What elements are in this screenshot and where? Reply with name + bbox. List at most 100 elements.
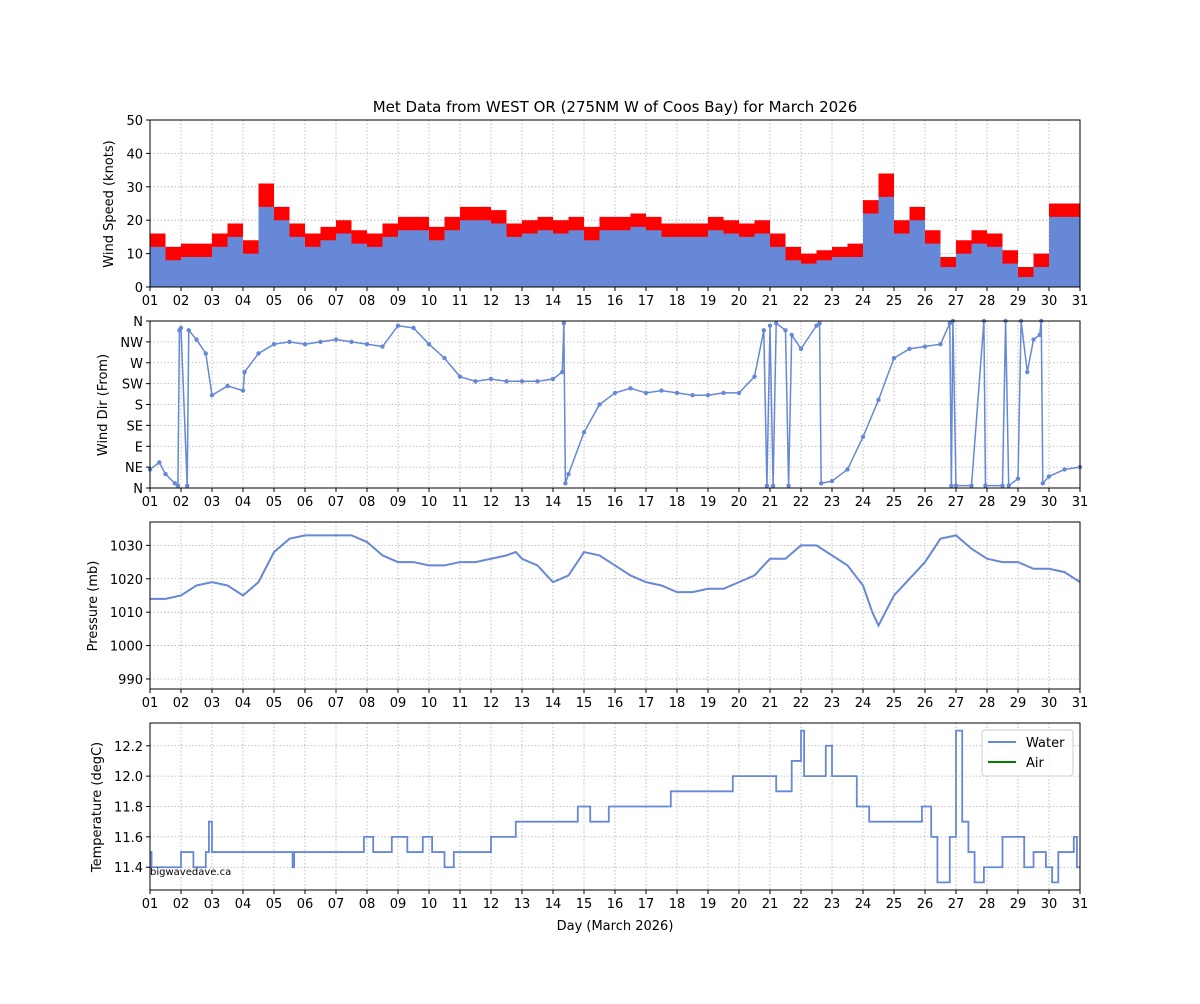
wind-dir-point: [209, 393, 215, 398]
wind-dir-point: [225, 383, 230, 389]
x-tick-label: 22: [793, 696, 810, 711]
x-tick-label: 18: [669, 495, 686, 510]
wind-dir-point: [983, 483, 988, 488]
y-tick-label: 1030: [110, 539, 143, 554]
x-tick-label: 20: [731, 696, 748, 711]
x-tick-label: 09: [390, 696, 407, 711]
x-tick-label: 25: [886, 495, 903, 510]
x-tick-label: 27: [948, 294, 965, 309]
x-tick-label: 26: [917, 897, 934, 912]
x-tick-label: 26: [917, 495, 934, 510]
wind-dir-point: [761, 328, 766, 333]
wind-dir-point: [203, 351, 208, 356]
x-tick-label: 22: [793, 897, 810, 912]
x-tick-label: 13: [514, 495, 531, 510]
wind-dir-point: [860, 434, 866, 440]
x-tick-label: 07: [328, 294, 345, 309]
y-tick-label: 1000: [110, 640, 143, 655]
x-tick-label: 21: [762, 294, 779, 309]
y-tick-label: 11.8: [114, 801, 143, 816]
wind-dir-point: [814, 323, 819, 328]
y-tick-label: 11.4: [114, 861, 143, 876]
x-tick-label: 16: [607, 897, 624, 912]
wind-dir-point: [876, 397, 881, 403]
x-tick-label: 13: [514, 696, 531, 711]
y-tick-label: 12.0: [114, 770, 143, 785]
legend-water-label: Water: [1026, 736, 1065, 751]
x-tick-label: 14: [545, 495, 562, 510]
watermark: bigwavedave.ca: [150, 867, 231, 878]
water-temp-line: [150, 729, 1080, 884]
wind-dir-point: [457, 374, 463, 379]
x-tick-label: 20: [731, 294, 748, 309]
y-tick-label: 40: [126, 147, 143, 162]
y-tick-label: 990: [118, 673, 143, 688]
wind-dir-point: [817, 321, 822, 326]
x-tick-label: 02: [173, 495, 190, 510]
wind-dir-point: [721, 390, 726, 396]
chart-title: Met Data from WEST OR (275NM W of Coos B…: [373, 98, 858, 116]
wind-dir-point: [969, 483, 974, 488]
x-tick-label: 11: [452, 294, 469, 309]
y-tick-label: 11.6: [114, 831, 143, 846]
wind-dir-point: [798, 346, 804, 352]
x-tick-label: 31: [1072, 897, 1089, 912]
x-tick-label: 12: [483, 897, 500, 912]
x-tick-label: 26: [917, 294, 934, 309]
wind-dir-point: [1006, 483, 1011, 488]
x-tick-label: 21: [762, 495, 779, 510]
x-tick-label: 11: [452, 696, 469, 711]
pressure-panel: 01 02 03 04 05 06 07 08 09 10 11 12 13 14 15 16 17 18 19 20…: [110, 521, 1088, 711]
x-tick-label: 09: [390, 897, 407, 912]
x-tick-label: 29: [1010, 495, 1027, 510]
y-tick-label: NW: [120, 336, 143, 351]
wind-dir-point: [736, 390, 742, 396]
wind-dir-point: [612, 390, 618, 396]
wind-dir-point: [674, 390, 680, 396]
wind-dir-point: [1000, 483, 1005, 488]
wind-dir-point: [395, 323, 401, 328]
x-tick-label: 04: [235, 294, 252, 309]
x-tick-label: 28: [979, 897, 996, 912]
wind-dir-point: [488, 376, 494, 382]
x-tick-label: 15: [576, 897, 593, 912]
x-tick-label: 14: [545, 897, 562, 912]
x-tick-label: 15: [576, 495, 593, 510]
x-tick-label: 11: [452, 495, 469, 510]
x-tick-label: 14: [545, 294, 562, 309]
y-tick-label: E: [135, 440, 143, 455]
x-tick-label: 02: [173, 897, 190, 912]
x-tick-label: 03: [204, 294, 221, 309]
x-tick-label: 05: [266, 897, 283, 912]
y-tick-label: 30: [126, 181, 143, 196]
wind-dir-point: [947, 321, 952, 326]
wind-dir-point: [185, 483, 190, 488]
x-tick-label: 23: [824, 495, 841, 510]
x-tick-label: 18: [669, 897, 686, 912]
x-tick-label: 21: [762, 897, 779, 912]
x-tick-label: 07: [328, 897, 345, 912]
x-tick-label: 24: [855, 696, 872, 711]
wind-dir-point: [1031, 337, 1036, 342]
wind-dir-point: [1037, 332, 1042, 338]
x-tick-label: 16: [607, 294, 624, 309]
wind-dir-point: [442, 355, 447, 361]
x-tick-label: 25: [886, 696, 903, 711]
x-tick-label: 19: [700, 897, 717, 912]
wind-dir-point: [426, 341, 432, 347]
x-tick-label: 30: [1041, 495, 1058, 510]
x-tick-label: 06: [297, 495, 314, 510]
wind-speed-panel: 01 02 03 04 05 06 07 08 09 10 11 12 13 14 15 16 17 18 19 20…: [126, 114, 1088, 309]
x-tick-label: 06: [297, 696, 314, 711]
wind-dir-point: [172, 481, 177, 486]
x-tick-label: 31: [1072, 495, 1089, 510]
x-tick-label: 03: [204, 495, 221, 510]
wind-dir-point: [705, 393, 711, 398]
x-tick-label: 06: [297, 294, 314, 309]
x-tick-label: 08: [359, 294, 376, 309]
ylabel-pressure: Pressure (mb): [86, 561, 101, 652]
x-tick-label: 12: [483, 294, 500, 309]
x-tick-label: 14: [545, 696, 562, 711]
wind-dir-point: [242, 369, 247, 375]
wind-dir-point: [829, 478, 835, 484]
